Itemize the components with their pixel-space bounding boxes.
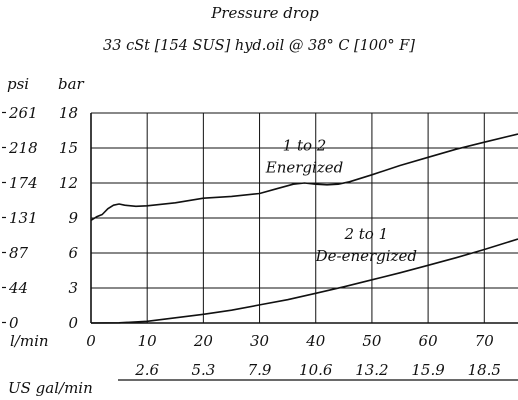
series-label-1: 1 to 2 bbox=[283, 136, 327, 154]
x2-tick-label: 10.6 bbox=[299, 361, 333, 379]
series-line-1 bbox=[90, 133, 518, 221]
y-tick-label-psi: 131 bbox=[9, 209, 38, 227]
series-label-2: De-energized bbox=[315, 247, 417, 265]
x-tick-label: 20 bbox=[193, 332, 214, 350]
y-tick-label-bar: 18 bbox=[59, 104, 78, 122]
series-line-2 bbox=[90, 238, 518, 324]
x-tick-label: 50 bbox=[362, 332, 382, 350]
x2-tick-label: 5.3 bbox=[191, 361, 215, 379]
series-lines bbox=[90, 133, 518, 324]
chart-title: Pressure drop bbox=[210, 4, 319, 22]
x2-tick-label: 13.2 bbox=[355, 361, 388, 379]
y-tick-label-bar: 6 bbox=[68, 244, 78, 262]
x-tick-label: 40 bbox=[305, 332, 326, 350]
series-labels: 1 to 2 Energized 2 to 1 De-energized bbox=[265, 136, 417, 265]
x2-tick-label: 7.9 bbox=[248, 361, 272, 379]
x-tick-label: 60 bbox=[419, 332, 439, 350]
x-axis-label: l/min bbox=[10, 332, 49, 350]
y-tick-label-psi: 0 bbox=[9, 314, 19, 332]
y-tick-label-bar: 0 bbox=[68, 314, 78, 332]
x-tick-label: 70 bbox=[475, 332, 495, 350]
grid bbox=[91, 112, 518, 323]
y-tick-label-psi: 261 bbox=[8, 104, 38, 122]
y-tick-label-psi: 218 bbox=[8, 139, 38, 157]
axes bbox=[90, 113, 518, 324]
series-label-2: 2 to 1 bbox=[343, 225, 388, 243]
y-tick-label-bar: 12 bbox=[59, 174, 78, 192]
chart-subtitle: 33 cSt [154 SUS] hyd.oil @ 38° C [100° F… bbox=[103, 38, 415, 54]
y-tick-label-bar: 15 bbox=[59, 139, 78, 157]
y-tick-label-psi: 174 bbox=[9, 174, 38, 192]
y-axis-label-bar: bar bbox=[58, 75, 85, 93]
x2-tick-label: 15.9 bbox=[411, 361, 445, 379]
x-tick-label: 30 bbox=[250, 332, 270, 350]
x2-tick-label: 2.6 bbox=[134, 361, 159, 379]
y-tick-label-bar: 9 bbox=[68, 209, 78, 227]
y-tick-label-psi: 44 bbox=[8, 279, 28, 297]
x-tick-label: 10 bbox=[138, 332, 158, 350]
x-tick-label: 0 bbox=[86, 332, 96, 350]
y-tick-label-bar: 3 bbox=[68, 279, 78, 297]
y-tick-label-psi: 87 bbox=[9, 244, 29, 262]
x2-tick-label: 18.5 bbox=[468, 361, 501, 379]
series-label-1: Energized bbox=[265, 158, 343, 176]
x2-axis-label: US gal/min bbox=[8, 379, 93, 397]
y-axis-label-psi: psi bbox=[7, 75, 29, 93]
